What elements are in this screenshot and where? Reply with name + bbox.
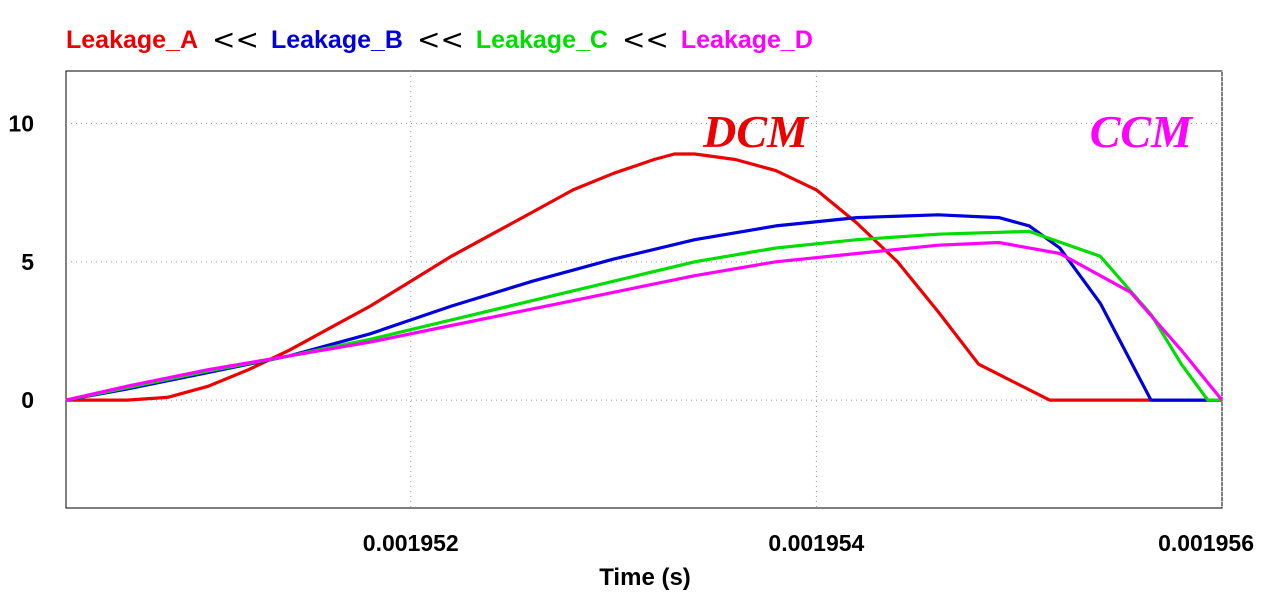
annotation-dcm: DCM xyxy=(702,106,810,157)
series-group xyxy=(65,152,1224,402)
series-line-leakage-a xyxy=(66,152,1222,402)
y-tick-label: 10 xyxy=(8,111,34,137)
x-axis: 0.001952 0.001954 0.001956 xyxy=(363,530,1254,556)
y-tick-label: 0 xyxy=(21,387,34,413)
series-line-leakage-d xyxy=(65,240,1224,402)
legend-separator: << xyxy=(417,23,464,56)
annotations: DCM CCM xyxy=(702,106,1194,157)
legend-item-leakage-d: Leakage_D xyxy=(681,26,813,54)
x-axis-title: Time (s) xyxy=(599,564,691,591)
legend-item-leakage-c: Leakage_C xyxy=(476,26,608,54)
legend: Leakage_A << Leakage_B << Leakage_C << Leakage… xyxy=(66,23,813,56)
y-tick-label: 5 xyxy=(21,249,34,275)
x-tick-label: 0.001954 xyxy=(768,530,864,556)
annotation-ccm: CCM xyxy=(1090,106,1194,157)
x-tick-label: 0.001952 xyxy=(363,530,459,556)
legend-separator: << xyxy=(212,23,259,56)
legend-item-leakage-a: Leakage_A xyxy=(66,26,198,54)
x-tick-label: 0.001956 xyxy=(1158,530,1254,556)
plot-area: DCM CCM xyxy=(65,70,1224,509)
legend-item-leakage-b: Leakage_B xyxy=(271,26,403,54)
legend-separator: << xyxy=(622,23,669,56)
plot-frame xyxy=(65,70,1223,509)
y-axis: 10 5 0 xyxy=(8,111,34,414)
